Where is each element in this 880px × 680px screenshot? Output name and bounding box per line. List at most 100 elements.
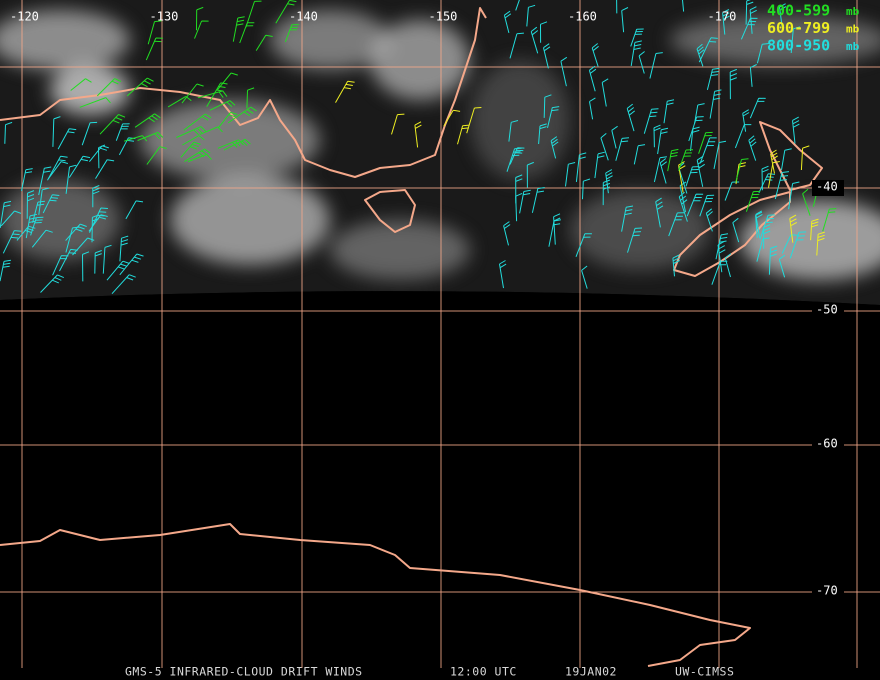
wind-barb (31, 229, 53, 248)
wind-barb (789, 231, 807, 259)
wind-barb (643, 108, 659, 134)
wind-barb (217, 139, 244, 149)
wind-barb (102, 244, 112, 274)
wind-barb (182, 135, 205, 146)
longitude-label: -150 (429, 10, 458, 24)
longitude-label: -160 (568, 10, 597, 24)
wind-barb (696, 43, 705, 67)
wind-barb (659, 158, 667, 184)
legend-label: 800-950 (767, 37, 830, 55)
wind-barb (633, 144, 646, 165)
wind-barb (126, 77, 154, 97)
legend-label: 600-799 (767, 19, 830, 37)
wind-barb (540, 21, 548, 43)
australia-coast (0, 7, 487, 178)
wind-barb (232, 16, 245, 42)
wind-barb (526, 4, 536, 27)
wind-barb (183, 113, 212, 131)
wind-barb (180, 141, 201, 158)
wind-barb (621, 7, 629, 33)
wind-barb (774, 171, 790, 200)
wind-barb (709, 89, 722, 119)
wind-barb (26, 190, 35, 219)
wind-barb (147, 20, 162, 45)
wind-barb (696, 155, 705, 187)
north-island-coast (759, 121, 823, 191)
latitude-label: -70 (816, 584, 838, 598)
footer-product: GMS-5 INFRARED-CLOUD DRIFT WINDS (125, 665, 363, 679)
wind-barb (789, 214, 798, 243)
wind-barb (749, 6, 757, 34)
wind-barb (95, 159, 115, 179)
wind-barb (667, 148, 679, 172)
wind-barb (119, 235, 129, 262)
wind-barb (575, 152, 587, 182)
wind-barb (123, 135, 148, 142)
wind-barb (508, 120, 519, 142)
wind-barb (543, 43, 551, 69)
clouds (0, 10, 880, 280)
wind-barb (391, 113, 405, 135)
wind-barb (538, 123, 547, 145)
wind-barb (575, 233, 592, 257)
wind-barb (822, 208, 837, 232)
wind-barb (749, 64, 757, 87)
wind-barb (678, 149, 694, 171)
wind-barb (38, 166, 52, 196)
wind-barb (52, 116, 61, 147)
wind-barb (503, 221, 511, 246)
wind-barb (89, 207, 108, 233)
wind-barb (699, 194, 715, 217)
wind-barb (560, 56, 568, 87)
wind-barb (713, 140, 727, 170)
wind-barb (582, 178, 591, 200)
wind-barb (466, 107, 482, 134)
wind-barb (16, 225, 36, 241)
wind-barb (600, 133, 609, 161)
wind-barb (699, 137, 717, 164)
wind-barb (146, 146, 167, 165)
wind-barb (509, 147, 525, 165)
wind-barb (92, 185, 100, 208)
wind-barb (705, 208, 713, 232)
wind-barb (499, 260, 507, 289)
wind-barb (106, 260, 130, 281)
latitude-label-bg (812, 584, 844, 600)
wind-barb (515, 192, 523, 222)
wind-barb (25, 213, 38, 239)
wind-barb (199, 126, 223, 135)
wind-barb (591, 43, 599, 67)
legend-unit: mb (846, 23, 860, 36)
wind-barb (626, 103, 636, 132)
wind-barb (732, 217, 740, 243)
wind-barb (655, 197, 664, 228)
latitude-label-bg (812, 180, 844, 196)
legend-label: 400-599 (767, 2, 830, 20)
wind-barb (119, 253, 144, 276)
wind-barb (227, 106, 257, 124)
wind-barb (137, 131, 164, 141)
wind-barb (47, 161, 69, 179)
wind-barb (594, 151, 605, 179)
longitude-label: -140 (289, 10, 318, 24)
wind-barb (588, 65, 597, 92)
wind-barb (543, 94, 552, 118)
wind-barb (742, 109, 750, 132)
wind-barb (42, 194, 60, 214)
wind-barb (734, 124, 752, 149)
wind-barb (65, 223, 87, 241)
wind-barbs (0, 0, 837, 295)
wind-barb (82, 251, 90, 282)
wind-barb (781, 148, 792, 170)
wind-barb (729, 68, 737, 100)
wind-barb (745, 0, 754, 25)
wind-barb (134, 113, 161, 128)
wind-barb (197, 90, 228, 99)
wind-barb (627, 227, 643, 253)
wind-barb (519, 189, 531, 214)
wind-barb (630, 28, 644, 47)
wind-barb (0, 210, 22, 227)
wind-barb (790, 26, 801, 54)
wind-barb (717, 241, 726, 273)
